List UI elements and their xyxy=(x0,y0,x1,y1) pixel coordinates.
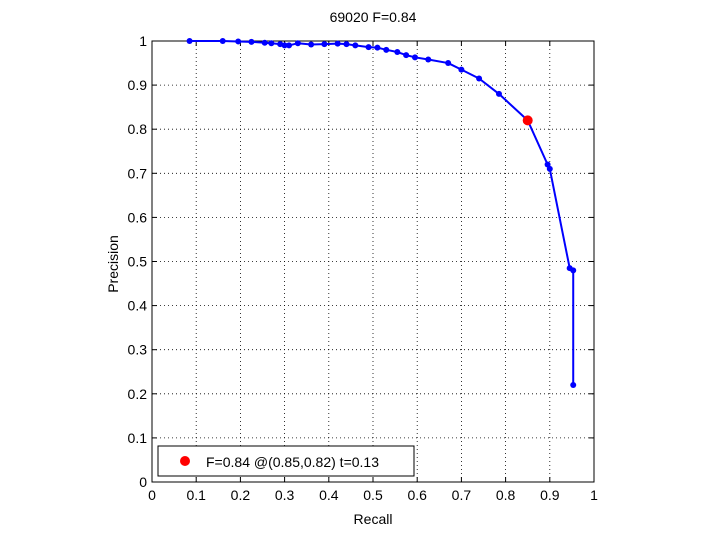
chart-title: 69020 F=0.84 xyxy=(330,9,417,25)
y-tick-label: 0.7 xyxy=(128,165,148,181)
best-f-point xyxy=(522,115,533,126)
pr-curve-point xyxy=(546,165,553,172)
y-tick-label: 0.2 xyxy=(128,386,148,402)
x-tick-label: 0.1 xyxy=(186,487,206,503)
pr-curve-point xyxy=(383,46,390,53)
x-tick-label: 0.2 xyxy=(231,487,251,503)
pr-curve-point xyxy=(334,40,341,47)
grid-lines xyxy=(152,41,594,482)
x-tick-label: 0 xyxy=(148,487,156,503)
pr-curve-point xyxy=(425,56,432,63)
pr-curve-point xyxy=(352,42,359,49)
pr-curve-point xyxy=(445,60,452,67)
pr-curve-point xyxy=(294,40,301,47)
y-tick-label: 1 xyxy=(139,33,147,49)
legend-label: F=0.84 @(0.85,0.82) t=0.13 xyxy=(206,454,379,470)
y-tick-label: 0.3 xyxy=(128,342,148,358)
y-tick-label: 0.6 xyxy=(128,209,148,225)
plot-frame xyxy=(151,40,595,483)
pr-curve-point xyxy=(374,44,381,51)
pr-curve-point xyxy=(248,38,255,45)
legend-marker xyxy=(180,456,190,466)
x-axis-label: Recall xyxy=(354,511,393,527)
x-tick-label: 1 xyxy=(590,487,598,503)
legend: F=0.84 @(0.85,0.82) t=0.13 xyxy=(157,445,415,477)
pr-curve-point xyxy=(268,40,275,47)
x-tick-label: 0.9 xyxy=(540,487,560,503)
y-tick-label: 0.4 xyxy=(128,298,148,314)
y-axis-label: Precision xyxy=(105,235,121,293)
x-tick-label: 0.6 xyxy=(407,487,427,503)
pr-curve-point xyxy=(394,49,401,56)
series-layer xyxy=(186,38,577,388)
pr-curve-line xyxy=(189,40,575,385)
pr-curve-point xyxy=(570,267,577,274)
pr-curve-point xyxy=(495,90,502,97)
x-tick-label: 0.7 xyxy=(452,487,472,503)
pr-curve-point xyxy=(570,381,577,388)
pr-curve-point xyxy=(403,52,410,59)
pr-curve-point xyxy=(286,42,293,49)
pr-curve-point xyxy=(365,44,372,51)
pr-curve-point xyxy=(261,39,268,46)
y-tick-label: 0.5 xyxy=(128,254,148,270)
x-tick-label: 0.4 xyxy=(319,487,339,503)
pr-curve-point xyxy=(411,54,418,61)
axis-ticks: 0 0.1 0.2 0.3 0.4 0.5 0.6 0.7 0.8 0.9 1 0 0.1 0.2 0.3 0… xyxy=(128,33,599,503)
y-tick-label: 0.8 xyxy=(128,121,148,137)
pr-curve-point xyxy=(458,66,465,73)
pr-curve-point xyxy=(343,41,350,48)
y-tick-label: 0.9 xyxy=(128,77,148,93)
legend-box xyxy=(157,445,415,477)
pr-curve-point xyxy=(476,75,483,82)
y-tick-label: 0.1 xyxy=(128,430,148,446)
pr-curve-point xyxy=(281,42,288,49)
pr-curve-point xyxy=(308,41,315,48)
x-tick-label: 0.8 xyxy=(496,487,516,503)
pr-curve-point xyxy=(219,38,226,44)
y-tick-label: 0 xyxy=(139,474,147,490)
pr-curve-point xyxy=(321,41,328,48)
pr-curve-point xyxy=(186,38,193,44)
pr-curve-point xyxy=(235,38,242,45)
x-tick-label: 0.3 xyxy=(275,487,295,503)
x-tick-label: 0.5 xyxy=(363,487,383,503)
